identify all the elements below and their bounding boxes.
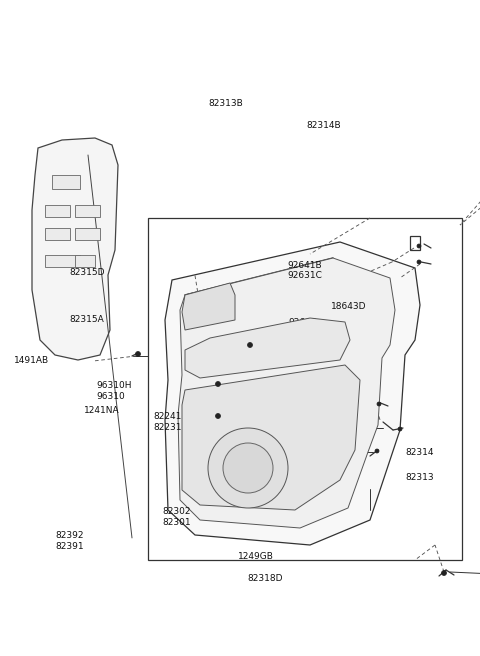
Circle shape [135, 352, 141, 356]
Bar [45, 228, 70, 240]
Text: 1491AB: 1491AB [14, 356, 49, 365]
Text: 82315D: 82315D [70, 268, 105, 277]
Text: 92641B
92631C: 92641B 92631C [287, 260, 322, 280]
Circle shape [375, 449, 379, 453]
Polygon shape [182, 365, 360, 510]
Circle shape [442, 571, 446, 575]
Bar [75, 255, 95, 267]
Polygon shape [182, 283, 235, 330]
Text: 96310H
96310: 96310H 96310 [96, 381, 132, 401]
Circle shape [377, 402, 381, 406]
Text: 1241NA: 1241NA [84, 406, 120, 415]
Circle shape [208, 428, 288, 508]
Circle shape [417, 260, 421, 264]
Bar [75, 228, 100, 240]
Text: 1249GB: 1249GB [238, 552, 274, 561]
Circle shape [223, 443, 273, 493]
Circle shape [216, 382, 220, 386]
Text: 82314: 82314 [406, 448, 434, 457]
Circle shape [248, 342, 252, 348]
Polygon shape [165, 242, 420, 545]
Bar [75, 205, 100, 217]
Circle shape [398, 427, 402, 431]
Text: 82241
82231: 82241 82231 [154, 412, 182, 432]
Polygon shape [178, 258, 395, 528]
Text: 82314B: 82314B [306, 121, 341, 131]
Bar [45, 205, 70, 217]
Polygon shape [185, 318, 350, 378]
Circle shape [216, 413, 220, 419]
Text: 82313B: 82313B [209, 99, 243, 108]
Bar [45, 255, 80, 267]
Text: 18643D: 18643D [331, 302, 367, 311]
Text: 82313: 82313 [406, 473, 434, 482]
Text: 82315A: 82315A [70, 315, 104, 324]
Bar [410, 236, 420, 250]
Bar [52, 175, 80, 189]
Polygon shape [32, 138, 118, 360]
Text: 92606
92605: 92606 92605 [288, 318, 317, 338]
Text: 82302
82301: 82302 82301 [162, 507, 191, 527]
Text: 82392
82391: 82392 82391 [55, 531, 84, 551]
Text: 82318D: 82318D [247, 574, 283, 583]
Bar [148, 218, 462, 560]
Circle shape [417, 244, 421, 248]
